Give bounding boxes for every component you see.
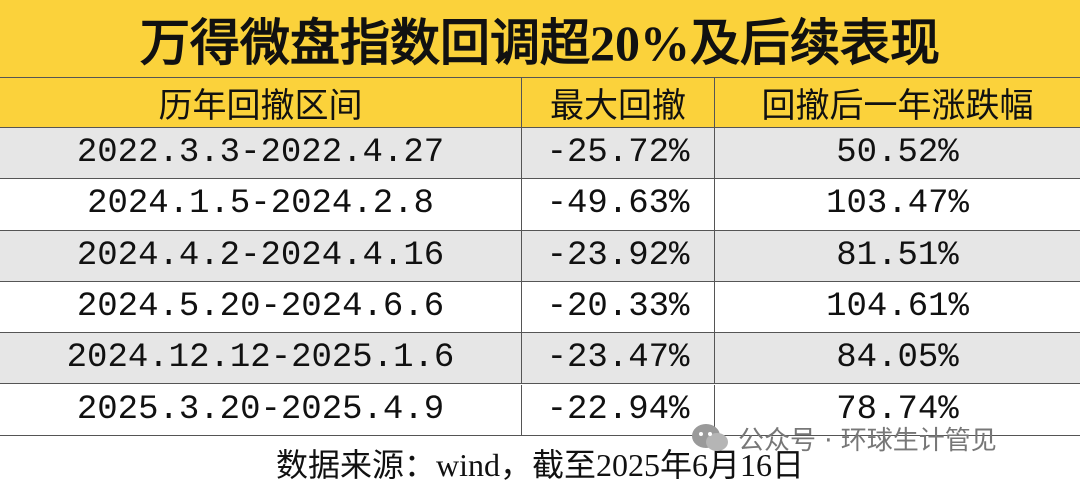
table-cell: -23.92% bbox=[522, 230, 715, 281]
source-note: 数据来源：wind，截至2025年6月16日 bbox=[275, 446, 804, 483]
table-cell: 2024.12.12-2025.1.6 bbox=[0, 333, 522, 384]
table-row: 2024.5.20-2024.6.6 -20.33% 104.61% bbox=[0, 281, 1080, 334]
table-cell: 50.52% bbox=[836, 134, 959, 173]
table-row: 2024.4.2-2024.4.16 -23.92% 81.51% bbox=[0, 230, 1080, 282]
column-header: 历年回撤区间 bbox=[0, 78, 522, 127]
table-row: 2024.12.12-2025.1.6 -23.47% 84.05% bbox=[0, 333, 1080, 385]
table-row: 2022.3.3-2022.4.27 -25.72% 50.52% bbox=[0, 128, 1080, 180]
table-cell: -49.63% bbox=[522, 179, 715, 230]
watermark: 公众号 · 环球生计管见 bbox=[690, 420, 997, 456]
table-cell: 78.74% bbox=[836, 390, 959, 429]
table-cell: 2024.1.5-2024.2.8 bbox=[0, 179, 522, 230]
table-cell: 104.61% bbox=[826, 288, 969, 327]
wechat-icon bbox=[692, 424, 728, 451]
table-cell: 2022.3.3-2022.4.27 bbox=[0, 128, 522, 179]
header-row: 历年回撤区间 最大回撤 回撤后一年涨跌幅 bbox=[0, 78, 1080, 128]
watermark-text: 公众号 · 环球生计管见 bbox=[738, 425, 997, 456]
table-cell: 2025.3.20-2025.4.9 bbox=[0, 384, 522, 435]
title: 万得微盘指数回调超20%及后续表现 bbox=[0, 0, 1080, 78]
table-cell: 81.51% bbox=[836, 236, 959, 275]
table-cell: -23.47% bbox=[522, 333, 715, 384]
table-cell: 103.47% bbox=[826, 185, 969, 224]
table-row: 2024.1.5-2024.2.8 -49.63% 103.47% bbox=[0, 179, 1080, 231]
column-header: 最大回撤 bbox=[522, 78, 715, 127]
table-cell: 2024.4.2-2024.4.16 bbox=[0, 230, 522, 281]
table-cell: 2024.5.20-2024.6.6 bbox=[0, 281, 522, 333]
column-header: 回撤后一年涨跌幅 bbox=[761, 88, 1034, 125]
table-row: 2025.3.20-2025.4.9 -22.94% 78.74% bbox=[0, 384, 1080, 436]
table-cell: -22.94% bbox=[522, 384, 715, 435]
table-cell: 84.05% bbox=[836, 339, 959, 378]
table-cell: -20.33% bbox=[522, 281, 715, 333]
table-cell: -25.72% bbox=[522, 128, 715, 179]
